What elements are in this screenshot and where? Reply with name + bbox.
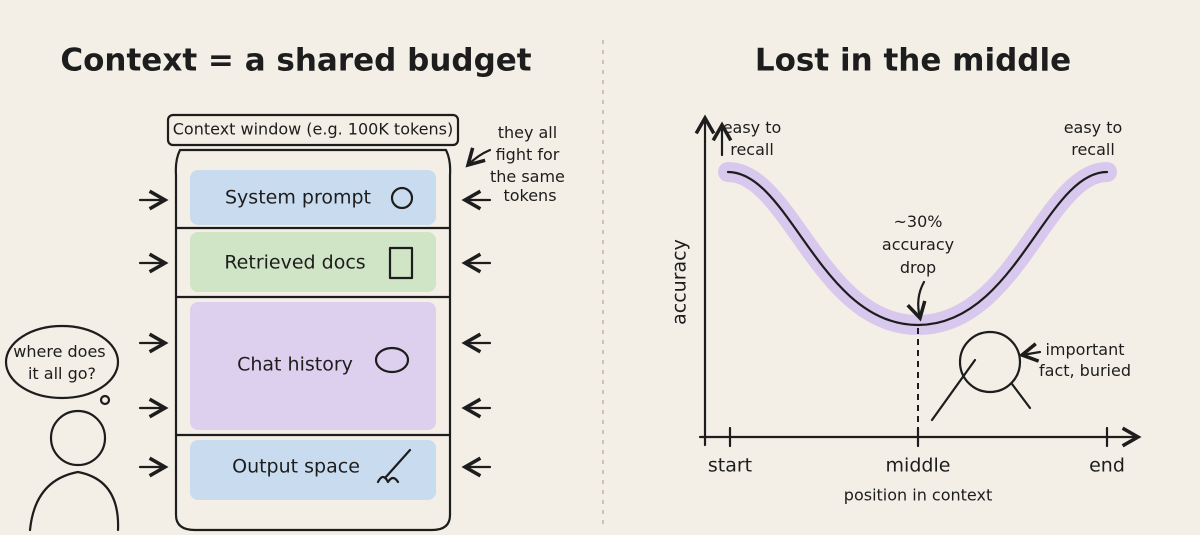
x-tick-label: end [1089, 455, 1125, 477]
person-head [49, 409, 107, 467]
left-title: Context = a shared budget [60, 43, 531, 79]
needle [930, 358, 977, 422]
y-label: accuracy [669, 239, 691, 325]
x-tick-label: start [708, 455, 752, 477]
chat-icon [374, 346, 410, 374]
magnifier-lens [958, 330, 1022, 394]
drop-note: ~30% accuracy drop [882, 212, 954, 277]
section-docs [190, 232, 436, 292]
right-note: easy to recall [1064, 118, 1123, 159]
side-note: they all fight for the same tokens [490, 123, 570, 205]
section-output [190, 440, 436, 500]
left-note: easy to recall [723, 118, 782, 159]
thought-text: where does it all go? [13, 342, 110, 383]
section-label: Retrieved docs [224, 252, 365, 274]
pen-icon [376, 448, 412, 484]
section-label: Chat history [237, 354, 353, 376]
jar-lid [166, 113, 460, 147]
magnifier-handle [1010, 382, 1032, 410]
section-dividers [175, 226, 451, 437]
drop-arrow [906, 280, 927, 322]
section-label: System prompt [225, 187, 371, 209]
fact-note: important fact, buried [1039, 340, 1131, 380]
x-label: position in context [844, 486, 992, 505]
thought-dot [99, 394, 111, 406]
docs-icon [388, 246, 414, 280]
x-tick-label: middle [886, 455, 951, 477]
section-label: Output space [232, 456, 360, 478]
curve [726, 170, 1109, 327]
jar-body [174, 148, 452, 532]
section-chat [190, 302, 436, 430]
person-body [28, 470, 120, 532]
thought-cloud [4, 324, 120, 400]
right-title: Lost in the middle [755, 43, 1071, 79]
fact-arrow [1018, 342, 1042, 363]
arrows [138, 147, 492, 478]
gear-icon [390, 186, 414, 210]
section-system [190, 170, 436, 225]
jar-label: Context window (e.g. 100K tokens) [173, 120, 454, 139]
